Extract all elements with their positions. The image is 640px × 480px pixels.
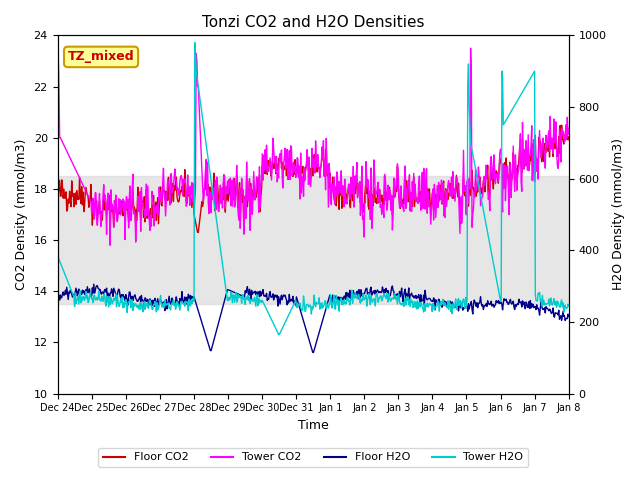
Legend: Floor CO2, Tower CO2, Floor H2O, Tower H2O: Floor CO2, Tower CO2, Floor H2O, Tower H… — [99, 448, 528, 467]
Y-axis label: H2O Density (mmol/m3): H2O Density (mmol/m3) — [612, 138, 625, 290]
Y-axis label: CO2 Density (mmol/m3): CO2 Density (mmol/m3) — [15, 139, 28, 290]
Bar — [58, 176, 569, 304]
X-axis label: Time: Time — [298, 419, 328, 432]
Title: Tonzi CO2 and H2O Densities: Tonzi CO2 and H2O Densities — [202, 15, 424, 30]
Text: TZ_mixed: TZ_mixed — [68, 50, 134, 63]
